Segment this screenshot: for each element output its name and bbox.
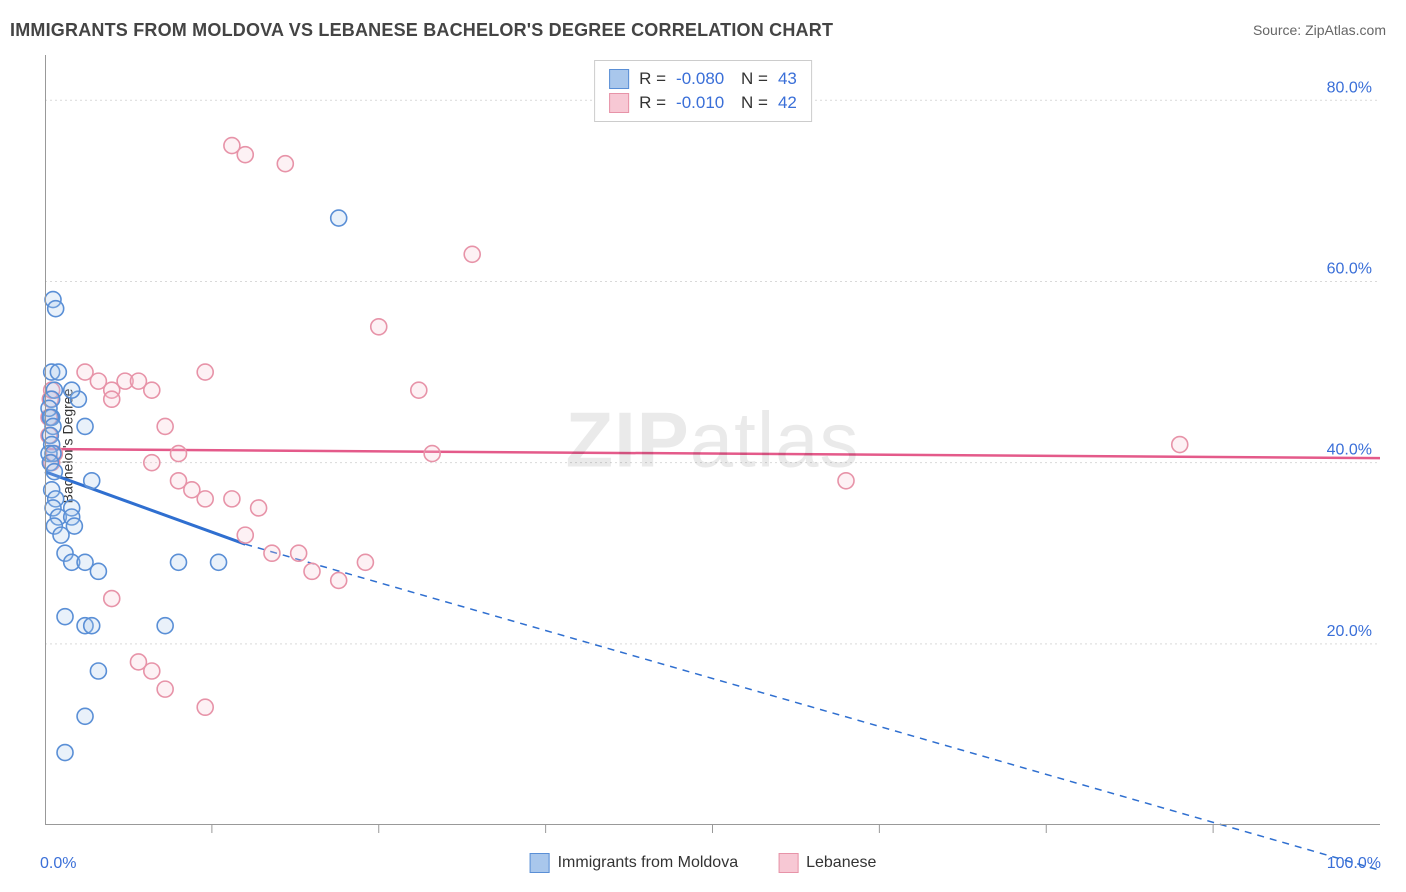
swatch-lebanese [778, 853, 798, 873]
r-label: R = [639, 93, 666, 113]
legend-label-lebanese: Lebanese [806, 854, 876, 872]
r-value-lebanese: -0.010 [676, 93, 731, 113]
r-label: R = [639, 69, 666, 89]
n-label: N = [741, 93, 768, 113]
plot-axes [45, 55, 1380, 825]
swatch-moldova [609, 69, 629, 89]
plot-container: 20.0%40.0%60.0%80.0% ZIPatlas [45, 55, 1380, 825]
legend-row-lebanese: R = -0.010 N = 42 [609, 91, 797, 115]
n-value-moldova: 43 [778, 69, 797, 89]
swatch-lebanese [609, 93, 629, 113]
source-label: Source: ZipAtlas.com [1253, 22, 1386, 38]
chart-title: IMMIGRANTS FROM MOLDOVA VS LEBANESE BACH… [10, 20, 833, 41]
n-label: N = [741, 69, 768, 89]
legend-row-moldova: R = -0.080 N = 43 [609, 67, 797, 91]
legend-item-lebanese: Lebanese [778, 853, 876, 873]
swatch-moldova [530, 853, 550, 873]
r-value-moldova: -0.080 [676, 69, 731, 89]
n-value-lebanese: 42 [778, 93, 797, 113]
legend-bottom: Immigrants from Moldova Lebanese [530, 853, 877, 873]
legend-item-moldova: Immigrants from Moldova [530, 853, 739, 873]
x-tick-0-label: 0.0% [40, 855, 76, 873]
legend-top: R = -0.080 N = 43 R = -0.010 N = 42 [594, 60, 812, 122]
legend-label-moldova: Immigrants from Moldova [558, 854, 739, 872]
